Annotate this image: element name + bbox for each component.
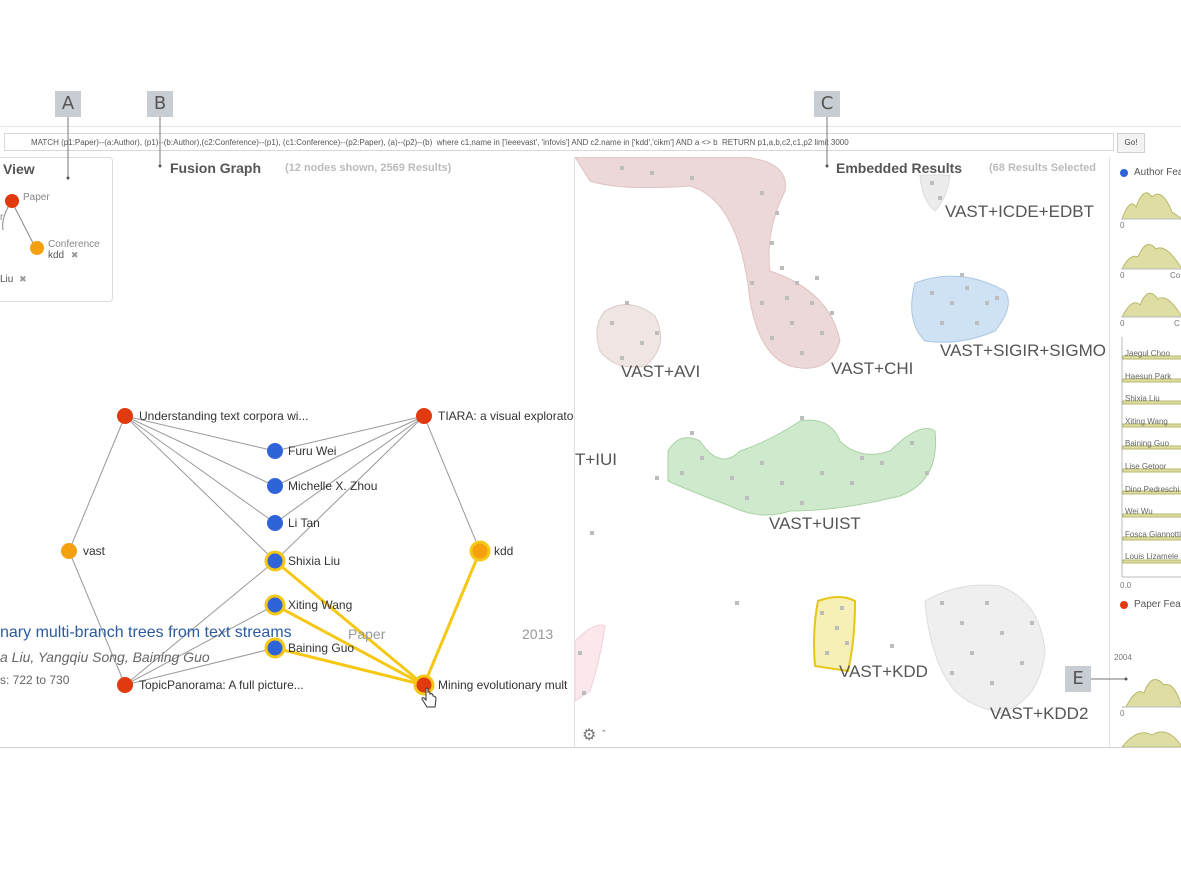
node-label: Understanding text corpora wi...	[139, 409, 308, 423]
author-feature-list: Jaegul Choo Haesun Park Shixia Liu Xitin…	[1125, 343, 1181, 569]
schema-filter-kdd-value: kdd	[48, 250, 65, 261]
conference-node[interactable]	[61, 543, 77, 559]
query-input[interactable]	[4, 133, 1114, 151]
paper-node[interactable]	[117, 677, 133, 693]
author-node[interactable]	[264, 550, 286, 572]
embedded-results-status: (68 Results Selected	[989, 162, 1096, 174]
node-label: vast	[83, 544, 106, 558]
axis-label: 0.0	[1120, 581, 1132, 590]
detail-year: 2013	[522, 626, 554, 642]
axis-label: 0	[1120, 221, 1125, 230]
author-node[interactable]	[267, 478, 283, 494]
schema-node-paper[interactable]	[5, 194, 19, 208]
detail-title[interactable]: nary multi-branch trees from text stream…	[0, 624, 292, 641]
callout-a: A	[55, 91, 81, 117]
paper-node[interactable]	[416, 408, 432, 424]
author-feature-item[interactable]: Lise Getoor	[1125, 461, 1167, 471]
hand-cursor-icon	[421, 687, 437, 708]
cluster-label[interactable]: T+IUI	[575, 450, 617, 469]
schema-filter-author: Liu ✖	[0, 274, 27, 285]
author-node[interactable]	[267, 443, 283, 459]
author-node[interactable]	[264, 594, 286, 616]
cluster-label[interactable]: VAST+KDD2	[990, 704, 1088, 723]
cluster-label[interactable]: VAST+KDD	[839, 662, 928, 681]
author-feature-item[interactable]: Fosca Giannotti	[1125, 529, 1181, 539]
node-label: Mining evolutionary mult	[438, 678, 568, 692]
node-label: Michelle X. Zhou	[288, 479, 377, 493]
paper-feature-header: Paper Fea	[1134, 599, 1181, 610]
author-feature-item[interactable]: Haesun Park	[1125, 371, 1172, 381]
cluster-label[interactable]: VAST+AVI	[621, 362, 700, 381]
author-feature-item[interactable]: Baining Guo	[1125, 439, 1170, 449]
fusion-graph: Understanding text corpora wi... TIARA: …	[61, 408, 574, 708]
author-feature-item[interactable]: Louis Lizamele	[1125, 552, 1179, 562]
schema-graph	[2, 194, 44, 255]
author-feature-item[interactable]: Shixia Liu	[1125, 394, 1160, 404]
axis-label: Co	[1170, 271, 1181, 280]
panel-divider	[1109, 157, 1110, 747]
author-feature-dot	[1120, 169, 1128, 177]
paper-node[interactable]	[117, 408, 133, 424]
panel-divider	[574, 157, 575, 747]
author-feature-item[interactable]: Wei Wu	[1125, 507, 1153, 517]
detail-pages: s: 722 to 730	[0, 673, 70, 687]
schema-node-conference-label: Conference	[48, 239, 100, 250]
schema-fragment: r	[0, 212, 4, 223]
cluster-label[interactable]: VAST+CHI	[831, 359, 913, 378]
node-label: Shixia Liu	[288, 554, 340, 568]
callout-b: B	[147, 91, 173, 117]
callout-c: C	[814, 91, 840, 117]
node-label: Furu Wei	[288, 444, 336, 458]
fusion-graph-title: Fusion Graph	[170, 160, 261, 176]
schema-view-panel: View r Paper Conference kdd ✖ Liu ✖	[0, 157, 113, 302]
author-feature-header: Author Fea	[1134, 167, 1181, 178]
paper-node-selected[interactable]	[413, 674, 435, 696]
feature-panel: Author Fea	[1112, 157, 1181, 747]
cluster-label[interactable]: VAST+SIGIR+SIGMO	[940, 341, 1106, 360]
schema-node-paper-label: Paper	[23, 192, 50, 203]
go-button[interactable]: Go!	[1117, 133, 1145, 153]
feature-histograms	[1121, 192, 1181, 747]
detail-authors: a Liu, Yangqiu Song, Baining Guo	[0, 649, 210, 665]
node-label: Xiting Wang	[288, 598, 352, 612]
node-label: TIARA: a visual explorato	[438, 409, 574, 423]
detail-type: Paper	[348, 626, 386, 642]
node-label: Baining Guo	[288, 641, 354, 655]
axis-label: 0	[1120, 319, 1125, 328]
schema-filter-kdd: kdd ✖	[48, 250, 78, 261]
schema-view-title: View	[3, 161, 35, 177]
schema-node-conference[interactable]	[30, 241, 44, 255]
close-icon[interactable]: ✖	[70, 250, 79, 260]
schema-filter-author-value: Liu	[0, 274, 14, 285]
node-label: TopicPanorama: A full picture...	[139, 678, 304, 692]
query-bar: Go!	[0, 133, 1181, 155]
close-icon[interactable]: ✖	[19, 274, 27, 284]
node-label: Li Tan	[288, 516, 320, 530]
author-feature-item[interactable]: Jaegul Choo	[1125, 349, 1170, 358]
callout-e: E	[1065, 666, 1091, 692]
author-node[interactable]	[267, 515, 283, 531]
axis-label: 0	[1120, 271, 1125, 280]
chevron-up-icon[interactable]: ˆ	[602, 729, 606, 741]
author-feature-item[interactable]: Xiting Wang	[1125, 416, 1168, 426]
axis-label: 2004	[1114, 653, 1132, 662]
conference-node[interactable]	[469, 540, 491, 562]
node-label: kdd	[494, 544, 513, 558]
embedded-results-map: VAST+ICDE+EDBT VAST+AVI VAST+CHI VAST+SI…	[575, 157, 1106, 723]
embedded-results-title: Embedded Results	[836, 160, 963, 176]
cluster-label[interactable]: VAST+UIST	[769, 514, 861, 533]
paper-feature-dot	[1120, 601, 1128, 609]
axis-label: 0	[1120, 709, 1125, 718]
app-window: Go! View r Paper Conference kdd ✖ Liu ✖ …	[0, 126, 1181, 748]
author-feature-item[interactable]: Dino Pedreschi	[1125, 484, 1180, 494]
author-node[interactable]	[264, 637, 286, 659]
gear-icon[interactable]: ⚙	[582, 727, 597, 744]
cluster-label[interactable]: VAST+ICDE+EDBT	[945, 202, 1094, 221]
axis-label: C	[1174, 319, 1180, 328]
fusion-graph-status: (12 nodes shown, 2569 Results)	[285, 162, 452, 174]
